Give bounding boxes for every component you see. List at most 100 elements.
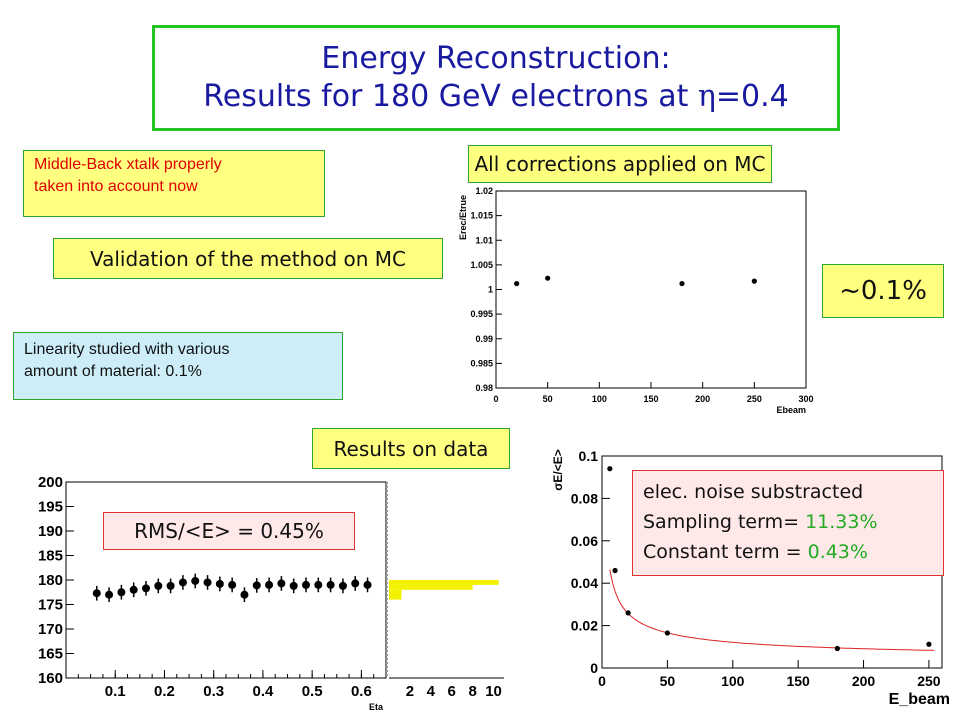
- y-tick-label: 195: [38, 499, 63, 516]
- y-tick-label: 190: [38, 523, 63, 540]
- projection-bar: [389, 580, 499, 585]
- x-tick-label: 50: [660, 673, 676, 689]
- x-tick-label: 0.5: [302, 683, 323, 700]
- sampling-label: Sampling term=: [643, 511, 806, 533]
- rms-label: RMS/<E> = 0.45%: [103, 512, 355, 550]
- validation-label: Validation of the method on MC: [53, 238, 443, 279]
- y-tick-label: 0.99: [475, 334, 493, 344]
- x-tick-label: 0.6: [351, 683, 372, 700]
- data-point: [117, 588, 126, 597]
- y-tick-label: 0.06: [571, 533, 598, 549]
- corrections-label: All corrections applied on MC: [468, 145, 772, 183]
- projection-bar: [389, 589, 402, 600]
- x-axis-label: E_beam: [889, 691, 950, 708]
- y-tick-label: 200: [38, 474, 63, 491]
- data-point: [545, 275, 551, 281]
- energy-vs-eta-chart: 0.1 0.2 0.3 0.4 0.5 0.6 160 165 170 175 180 185 190 1…: [38, 474, 504, 712]
- projection-tick-label: 2: [406, 683, 414, 700]
- x-tick-label: 0.2: [154, 683, 175, 700]
- y-axis-label: Erec/Etrue: [458, 195, 468, 240]
- y-tick-label: 185: [38, 548, 63, 565]
- data-point: [142, 584, 150, 593]
- data-point: [178, 578, 187, 587]
- y-tick-label: 0.995: [470, 309, 493, 319]
- y-tick-label: 0.1: [579, 448, 599, 464]
- x-tick-label: 250: [747, 394, 762, 404]
- x-tick-label: 300: [798, 394, 813, 404]
- plot-frame: [495, 190, 807, 389]
- linearity-note: Linearity studied with various amount of…: [13, 332, 343, 400]
- data-point: [203, 578, 212, 587]
- constant-value: 0.43%: [807, 541, 868, 563]
- y-tick-label: 0: [590, 660, 598, 676]
- title-line-2-text: Results for 180 GeV electrons at: [203, 79, 698, 114]
- slide-title: Energy Reconstruction: Results for 180 G…: [152, 25, 840, 131]
- y-tick-label: 170: [38, 621, 63, 638]
- linearity-note-line-1: Linearity studied with various: [24, 341, 230, 358]
- data-point: [215, 579, 224, 588]
- linearity-chart: 0 50 100 150 200 250 300 0.98 0.985 0.99 0.995 1 1.0…: [458, 186, 814, 413]
- data-point: [351, 579, 360, 588]
- linearity-note-line-2: amount of material: 0.1%: [24, 363, 202, 380]
- data-point: [326, 580, 335, 589]
- y-tick-label: 0.04: [571, 575, 598, 591]
- data-point: [834, 645, 840, 652]
- data-point: [92, 589, 101, 598]
- data-point: [252, 581, 261, 590]
- y-tick-label: 1.005: [470, 260, 493, 270]
- x-tick-label: 100: [721, 673, 745, 689]
- data-point: [265, 580, 274, 589]
- xtalk-note-line-1: Middle-Back xtalk properly: [34, 156, 222, 173]
- x-tick-label: 250: [917, 673, 941, 689]
- data-point: [612, 567, 618, 574]
- eta-symbol: η: [697, 79, 716, 114]
- x-tick-label: 200: [695, 394, 710, 404]
- y-tick-label: 180: [38, 572, 63, 589]
- y-tick-label: 0.08: [571, 490, 598, 506]
- x-tick-label: 0.3: [203, 683, 224, 700]
- projection-tick-label: 8: [468, 683, 476, 700]
- title-line-2-end: =0.4: [715, 79, 789, 114]
- data-point: [363, 580, 372, 589]
- data-point: [607, 466, 613, 472]
- y-tick-label: 0.98: [475, 383, 493, 393]
- y-tick-label: 1: [488, 285, 493, 295]
- projection-tick-label: 6: [448, 683, 456, 700]
- x-tick-label: 0.4: [252, 683, 274, 700]
- x-axis-label: Ebeam: [776, 405, 806, 413]
- fit-line-constant: Constant term = 0.43%: [643, 537, 933, 567]
- data-point: [679, 280, 685, 287]
- y-tick-label: 165: [38, 646, 63, 663]
- data-point: [664, 630, 670, 636]
- sampling-value: 11.33%: [805, 511, 878, 533]
- data-point: [289, 581, 298, 590]
- data-point: [105, 590, 114, 599]
- projection-bar: [389, 584, 473, 590]
- data-point: [154, 581, 163, 590]
- data-point: [625, 610, 631, 616]
- y-tick-label: 1.01: [475, 235, 493, 245]
- projection-tick-label: 10: [485, 683, 502, 700]
- data-point: [228, 580, 237, 589]
- x-tick-label: 200: [852, 673, 876, 689]
- data-point: [302, 580, 310, 589]
- xtalk-note: Middle-Back xtalk properly taken into ac…: [23, 150, 325, 217]
- x-axis-label: Eta: [369, 702, 384, 712]
- data-point: [514, 280, 520, 287]
- y-tick-label: 160: [38, 670, 63, 687]
- data-point: [166, 581, 175, 590]
- x-tick-label: 0: [598, 673, 606, 689]
- y-tick-label: 0.02: [571, 618, 598, 634]
- x-tick-label: 50: [543, 394, 553, 404]
- data-point: [926, 641, 932, 647]
- data-point: [240, 590, 249, 599]
- xtalk-note-line-2: taken into account now: [34, 178, 198, 195]
- fit-line-noise: elec. noise substracted: [643, 481, 864, 503]
- fit-result-box: elec. noise substracted Sampling term= 1…: [632, 470, 944, 576]
- y-tick-label: 1.02: [475, 186, 493, 196]
- x-tick-label: 100: [592, 394, 607, 404]
- constant-label: Constant term =: [643, 541, 808, 563]
- y-tick-label: 1.015: [470, 211, 493, 221]
- precision-label: ~0.1%: [822, 264, 944, 318]
- fit-curve: [609, 569, 935, 651]
